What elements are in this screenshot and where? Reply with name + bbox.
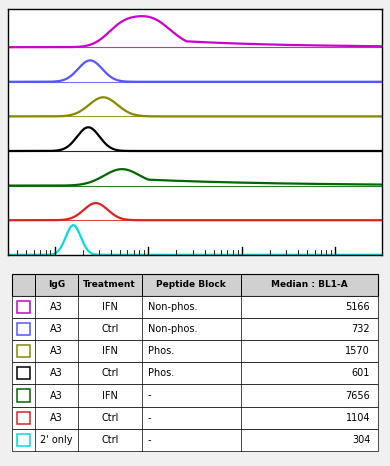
- Bar: [17, 390, 30, 402]
- Bar: [12, 318, 378, 340]
- Text: 732: 732: [351, 324, 370, 334]
- Text: A3: A3: [50, 368, 63, 378]
- Text: Treatment: Treatment: [83, 280, 136, 289]
- Text: Ctrl: Ctrl: [101, 435, 119, 445]
- Text: IgG: IgG: [48, 280, 65, 289]
- Text: 1570: 1570: [346, 346, 370, 356]
- Text: -: -: [148, 391, 151, 401]
- Text: Peptide Block: Peptide Block: [156, 280, 226, 289]
- Text: Ctrl: Ctrl: [101, 413, 119, 423]
- Bar: [12, 384, 378, 407]
- Text: 1104: 1104: [346, 413, 370, 423]
- Text: 5166: 5166: [346, 302, 370, 312]
- Bar: [12, 340, 378, 362]
- Text: 304: 304: [352, 435, 370, 445]
- Text: 2' only: 2' only: [40, 435, 73, 445]
- Bar: [17, 323, 30, 335]
- Text: Non-phos.: Non-phos.: [148, 324, 197, 334]
- Text: Ctrl: Ctrl: [101, 324, 119, 334]
- Bar: [17, 411, 30, 424]
- Text: A3: A3: [50, 391, 63, 401]
- Text: A3: A3: [50, 324, 63, 334]
- Text: IFN: IFN: [102, 346, 118, 356]
- Bar: [17, 434, 30, 446]
- Text: -: -: [148, 435, 151, 445]
- Text: Ctrl: Ctrl: [101, 368, 119, 378]
- Text: Median : BL1-A: Median : BL1-A: [271, 280, 348, 289]
- Bar: [12, 296, 378, 318]
- Text: -: -: [148, 413, 151, 423]
- Text: A3: A3: [50, 302, 63, 312]
- Bar: [12, 429, 378, 451]
- Bar: [17, 367, 30, 379]
- Text: A3: A3: [50, 346, 63, 356]
- Text: IFN: IFN: [102, 302, 118, 312]
- Text: 7656: 7656: [346, 391, 370, 401]
- Bar: [12, 362, 378, 384]
- Bar: [17, 301, 30, 313]
- Text: Non-phos.: Non-phos.: [148, 302, 197, 312]
- Bar: [17, 345, 30, 357]
- Text: IFN: IFN: [102, 391, 118, 401]
- Text: A3: A3: [50, 413, 63, 423]
- Text: Phos.: Phos.: [148, 368, 174, 378]
- Bar: [12, 274, 378, 296]
- Text: Phos.: Phos.: [148, 346, 174, 356]
- Bar: [12, 407, 378, 429]
- Text: 601: 601: [352, 368, 370, 378]
